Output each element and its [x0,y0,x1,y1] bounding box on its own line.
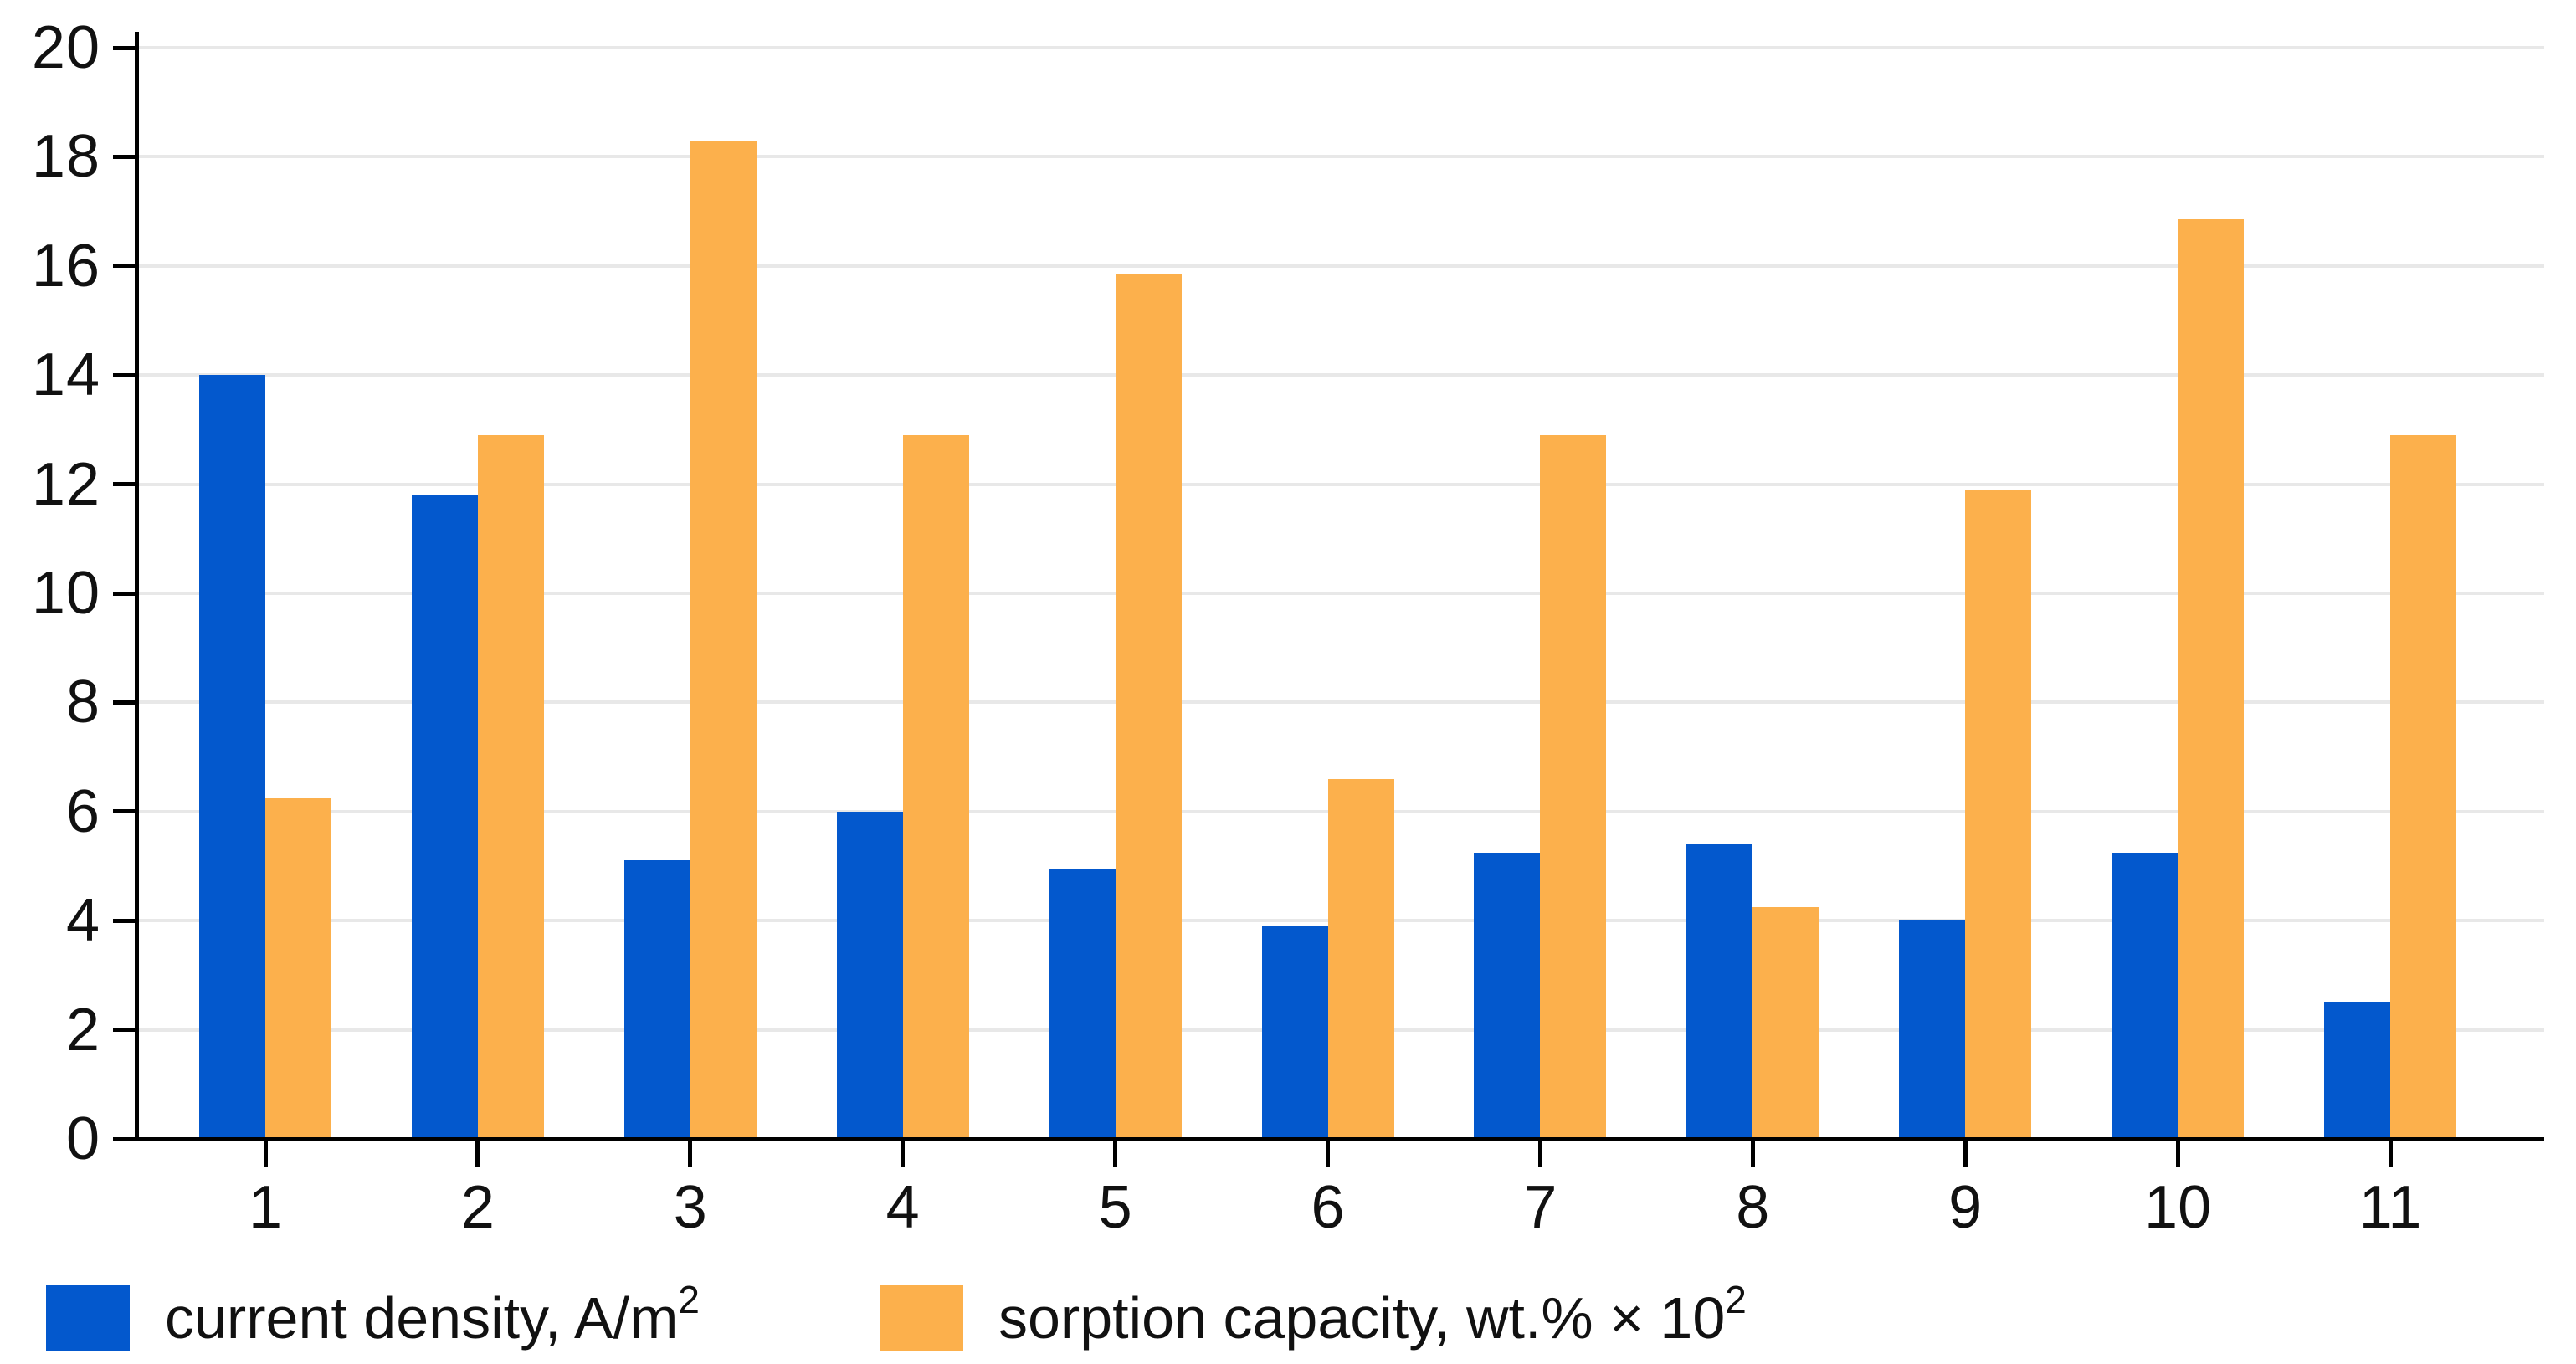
legend-label-current-density-text: current density, A/m [165,1285,679,1351]
gridline-y-10 [136,592,2544,595]
bar-current-density-cat11 [2324,1002,2390,1137]
legend-label-current-density: current density, A/m2 [165,1280,700,1351]
x-tick-label-9: 9 [1948,1174,1983,1241]
bar-sorption-capacity-cat2 [477,434,544,1137]
bar-current-density-cat4 [836,811,903,1137]
bar-sorption-capacity-cat1 [265,797,331,1137]
bar-current-density-cat10 [2112,852,2178,1137]
y-tick-label-0: 0 [65,1105,100,1172]
x-tick-label-11: 11 [2358,1174,2422,1241]
bar-sorption-capacity-cat9 [1965,490,2032,1137]
x-tick-label-1: 1 [248,1174,283,1241]
bar-sorption-capacity-cat10 [2178,219,2245,1137]
bar-current-density-cat6 [1261,926,1328,1137]
x-tick-label-2: 2 [460,1174,495,1241]
x-tick-label-7: 7 [1523,1174,1557,1241]
y-tick-label-12: 12 [31,450,100,518]
y-tick-2 [113,1028,136,1033]
y-axis-line [134,32,139,1141]
y-tick-label-8: 8 [65,669,100,736]
legend: current density, A/m2 sorption capacity,… [46,1280,1747,1354]
x-tick-label-4: 4 [885,1174,920,1241]
bar-current-density-cat9 [1899,920,1966,1137]
gridline-y-12 [136,482,2544,486]
y-tick-label-18: 18 [31,123,100,191]
legend-label-sorption-capacity: sorption capacity, wt.% × 102 [998,1280,1747,1351]
x-tick-11 [2388,1139,2393,1167]
y-tick-label-20: 20 [31,14,100,81]
x-tick-6 [1326,1139,1330,1167]
x-tick-10 [2175,1139,2180,1167]
y-tick-4 [113,918,136,923]
bar-current-density-cat5 [1049,869,1116,1137]
x-tick-label-8: 8 [1736,1174,1770,1241]
y-tick-label-10: 10 [31,560,100,627]
x-tick-5 [1113,1139,1118,1167]
x-tick-8 [1750,1139,1755,1167]
x-tick-9 [1963,1139,1968,1167]
legend-swatch-current-density [46,1285,130,1351]
bar-current-density-cat3 [623,860,690,1137]
bar-sorption-capacity-cat4 [902,434,969,1137]
y-tick-label-6: 6 [65,777,100,845]
y-tick-16 [113,264,136,269]
gridline-y-8 [136,700,2544,705]
gridline-y-16 [136,264,2544,268]
y-tick-label-2: 2 [65,996,100,1064]
legend-swatch-sorption-capacity [879,1285,963,1351]
x-tick-label-3: 3 [673,1174,707,1241]
y-tick-18 [113,154,136,159]
bar-sorption-capacity-cat5 [1115,274,1182,1137]
bar-sorption-capacity-cat8 [1752,906,1819,1137]
y-tick-8 [113,700,136,705]
legend-label-sorption-capacity-sup: 2 [1725,1278,1747,1321]
y-tick-6 [113,809,136,814]
y-tick-label-14: 14 [31,341,100,409]
x-tick-3 [688,1139,693,1167]
y-tick-label-4: 4 [65,887,100,955]
bar-sorption-capacity-cat7 [1540,434,1607,1137]
bar-sorption-capacity-cat3 [690,140,757,1137]
x-tick-2 [475,1139,480,1167]
gridline-y-20 [136,46,2544,49]
legend-label-sorption-capacity-text: sorption capacity, wt.% × 10 [998,1285,1726,1351]
x-tick-4 [901,1139,906,1167]
legend-label-current-density-sup: 2 [678,1278,700,1321]
bar-sorption-capacity-cat6 [1327,778,1394,1137]
x-tick-1 [263,1139,268,1167]
y-tick-10 [113,591,136,596]
x-tick-7 [1537,1139,1542,1167]
bar-current-density-cat1 [199,375,265,1137]
bar-current-density-cat2 [411,495,478,1137]
bar-sorption-capacity-cat11 [2390,434,2456,1137]
x-tick-label-5: 5 [1098,1174,1132,1241]
y-tick-12 [113,482,136,487]
y-tick-label-16: 16 [31,232,100,300]
gridline-y-18 [136,155,2544,159]
x-tick-label-10: 10 [2144,1174,2212,1241]
y-tick-20 [113,45,136,50]
bar-current-density-cat8 [1686,844,1753,1137]
bar-current-density-cat7 [1474,852,1541,1137]
gridline-y-14 [136,373,2544,377]
x-tick-label-6: 6 [1311,1174,1345,1241]
y-tick-14 [113,372,136,377]
